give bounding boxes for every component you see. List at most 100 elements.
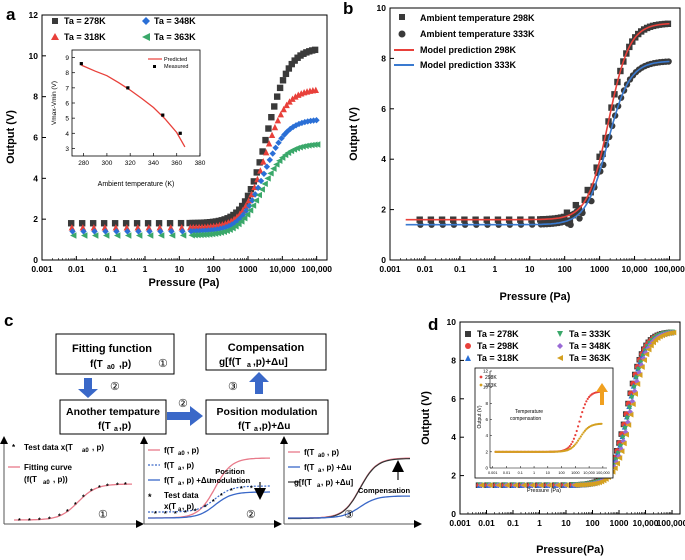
inset-d-point bbox=[583, 403, 587, 406]
data-point bbox=[278, 135, 285, 142]
plot-frame-b bbox=[389, 7, 681, 261]
data-point bbox=[288, 60, 295, 68]
data-point bbox=[179, 228, 186, 235]
data-point bbox=[265, 140, 273, 147]
data-point bbox=[81, 232, 88, 239]
c2-legend-5a: x(T bbox=[164, 502, 176, 511]
y-tick-label: 0 bbox=[451, 509, 456, 519]
x-tick-label: 10,000 bbox=[622, 264, 648, 274]
inset-d-point bbox=[582, 406, 585, 410]
data-point bbox=[265, 125, 272, 132]
data-point bbox=[618, 448, 625, 455]
c1-legend-test-data-b: , p) bbox=[92, 443, 104, 452]
test-data-point: * bbox=[212, 499, 215, 506]
x-axis-label-a: Pressure (Pa) bbox=[149, 277, 220, 289]
data-point bbox=[178, 224, 185, 231]
c3-annot-compensation: Compensation bbox=[358, 486, 411, 495]
data-point bbox=[91, 228, 98, 235]
x-tick-label: 10 bbox=[175, 264, 185, 274]
step-2-label-mid: ② bbox=[178, 398, 188, 410]
another-temp-expr-b: ,p) bbox=[119, 421, 131, 432]
inset-d-point bbox=[578, 420, 581, 423]
axes-d: 0.001 0.01 0.1 1 10 100 1000 10,000100,00002468… bbox=[447, 317, 685, 528]
panel-c: c Fitting function f(T a0 ,p) ① Compensa… bbox=[0, 311, 422, 528]
data-point bbox=[135, 232, 143, 239]
x-tick-label: 100 bbox=[558, 264, 572, 274]
data-point bbox=[635, 367, 642, 373]
data-point bbox=[624, 415, 631, 422]
c1-legend-fitting-curve-expr-sub: a0 bbox=[43, 480, 50, 486]
data-point bbox=[249, 197, 256, 204]
panel-label-c: c bbox=[4, 311, 13, 330]
inset-d-x-tick-label: 1000 bbox=[571, 471, 579, 475]
c2-legend-1b: , p) bbox=[187, 446, 199, 455]
c1-legend-fitting-curve: Fitting curve bbox=[24, 463, 73, 472]
data-point bbox=[259, 148, 266, 155]
another-temp-expr-sub: a bbox=[114, 426, 118, 433]
data-point bbox=[278, 154, 286, 161]
x-tick-label: 10,000 bbox=[633, 518, 659, 528]
data-point bbox=[90, 224, 98, 231]
data-point bbox=[134, 224, 141, 231]
fitting-function-title: Fitting function bbox=[72, 343, 152, 355]
inset-predicted-curve bbox=[81, 64, 186, 148]
c3-legend-1b: , p) bbox=[327, 448, 339, 457]
y-tick-label: 4 bbox=[381, 154, 386, 164]
x-tick-label: 0.01 bbox=[478, 518, 495, 528]
inset-d-point bbox=[586, 397, 589, 401]
inset-d-point bbox=[583, 429, 587, 432]
x-tick-label: 0.1 bbox=[105, 264, 117, 274]
c1-legend-test-data-sub: a0 bbox=[82, 448, 89, 454]
model-curve bbox=[405, 22, 670, 221]
legend-marker-348 bbox=[142, 17, 150, 25]
c2-annot-modulation: modulation bbox=[210, 476, 251, 485]
c2-legend-star: * bbox=[148, 492, 152, 502]
test-data-point: * bbox=[18, 518, 21, 525]
data-point bbox=[112, 224, 120, 231]
inset-marks-a bbox=[79, 62, 186, 148]
data-point bbox=[79, 224, 87, 231]
data-point bbox=[124, 232, 132, 239]
data-point bbox=[156, 224, 163, 231]
data-point bbox=[537, 482, 544, 488]
inset-y-tick-label: 5 bbox=[65, 116, 69, 123]
legend-label-d: Ta = 318K bbox=[477, 353, 519, 363]
data-point bbox=[113, 232, 121, 239]
legend-label-333-model: Model prediction 333K bbox=[420, 60, 517, 70]
data-point bbox=[211, 230, 219, 237]
data-point bbox=[486, 482, 493, 488]
data-point bbox=[266, 156, 274, 164]
inset-d-point bbox=[579, 415, 582, 418]
inset-d-point bbox=[581, 411, 584, 414]
inset-d-point bbox=[575, 429, 578, 433]
test-data-point: * bbox=[250, 485, 253, 492]
box-position-modulation: Position modulation f(T a ,p)+Δu bbox=[205, 399, 329, 435]
data-point bbox=[146, 228, 153, 235]
data-point bbox=[238, 218, 245, 225]
data-point bbox=[123, 224, 131, 231]
c2-legend-5sub: a bbox=[178, 507, 182, 513]
legend-marker-d bbox=[557, 355, 563, 361]
data-point bbox=[241, 198, 249, 205]
fitting-curve bbox=[14, 483, 132, 521]
inset-d-x-label: Pressure (Pa) bbox=[527, 488, 561, 494]
inset-d-point bbox=[574, 434, 577, 437]
data-point bbox=[238, 202, 246, 210]
series-ambient-temperature-333k bbox=[417, 58, 672, 229]
legend-label-318: Ta = 318K bbox=[64, 32, 106, 42]
inset-d-y-tick-label: 8 bbox=[485, 401, 488, 406]
legend-b: Ambient temperature 298K Ambient tempera… bbox=[394, 13, 535, 70]
data-point bbox=[503, 482, 510, 488]
c3-legend-2a: f(T bbox=[304, 463, 314, 472]
data-point bbox=[237, 214, 244, 221]
data-point bbox=[313, 141, 321, 148]
legend-marker-d bbox=[557, 343, 563, 349]
legend-label-d: Ta = 298K bbox=[477, 341, 519, 351]
data-point bbox=[214, 229, 222, 237]
x-tick-label: 0.1 bbox=[454, 264, 466, 274]
series-ta-363k bbox=[70, 141, 321, 239]
data-point bbox=[632, 391, 638, 397]
legend-marker-d bbox=[465, 331, 471, 337]
another-temp-title: Another tempature bbox=[66, 406, 160, 418]
data-point bbox=[615, 451, 622, 457]
